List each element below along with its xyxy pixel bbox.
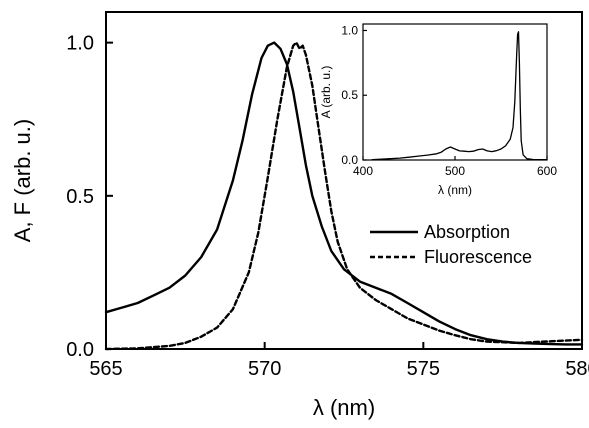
main-y-tick-label: 1.0	[66, 33, 94, 55]
main-series-fluorescence-line	[104, 41, 584, 351]
main-plot-frame	[105, 11, 583, 350]
legend: Absorption Fluorescence	[370, 222, 532, 267]
inset-y-tick-label: 0.0	[341, 153, 358, 167]
main-x-tick-label: 575	[407, 358, 440, 380]
main-y-tick-label: 0.5	[66, 186, 94, 208]
inset-x-tick-label: 400	[353, 164, 373, 178]
inset-y-tick-label: 1.0	[341, 23, 358, 37]
main-y-axis-title: A, F (arb. u.)	[10, 119, 35, 242]
inset-x-tick-label: 500	[445, 164, 465, 178]
inset-x-tick-label: 600	[537, 164, 557, 178]
inset-curves	[371, 31, 548, 161]
inset-plot: 400 500 600 0.0 0.5 1.0 λ (nm) A (arb. u.)	[319, 23, 557, 197]
inset-y-axis: 0.0 0.5 1.0	[341, 23, 367, 167]
main-x-axis-title: λ (nm)	[313, 395, 375, 420]
main-y-tick-label: 0.0	[66, 339, 94, 361]
main-x-tick-label: 565	[89, 358, 122, 380]
inset-x-axis: 400 500 600	[353, 156, 557, 178]
main-x-tick-label: 580	[565, 358, 589, 380]
inset-x-axis-title: λ (nm)	[438, 183, 472, 197]
legend-fluorescence-label: Fluorescence	[424, 247, 532, 267]
inset-y-tick-label: 0.5	[341, 88, 358, 102]
inset-series-spectrum-line	[371, 31, 548, 161]
main-curves	[104, 41, 584, 351]
main-x-tick-label: 570	[248, 358, 281, 380]
inset-y-axis-title: A (arb. u.)	[319, 66, 333, 119]
legend-absorption-label: Absorption	[424, 222, 510, 242]
main-y-axis: 0.0 0.5 1.0	[66, 33, 113, 361]
main-plot: 565 570 575 580 0.0 0.5 1.0 λ (nm) A, F (arb.…	[10, 11, 589, 420]
main-series-absorption-line	[104, 41, 584, 346]
main-x-axis: 565 570 575 580	[89, 342, 589, 380]
